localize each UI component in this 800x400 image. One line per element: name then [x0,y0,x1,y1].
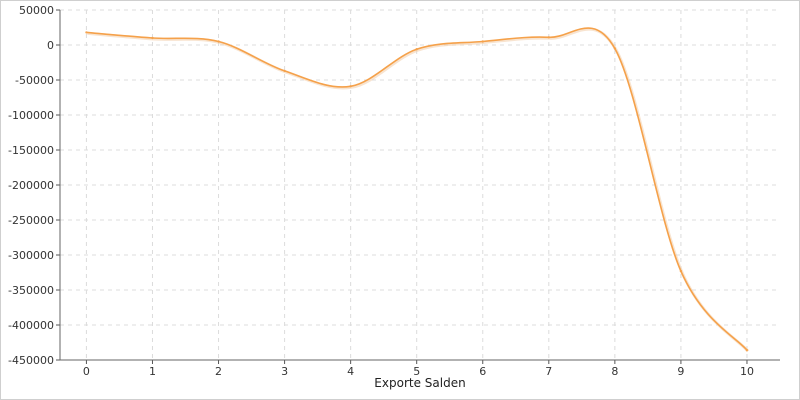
x-tick-label: 2 [215,365,222,378]
data-point [217,40,220,43]
data-point [679,269,683,273]
x-tick-label: 3 [281,365,288,378]
y-tick-label: -100000 [8,109,54,122]
y-tick-label: -50000 [15,74,54,87]
data-point [349,85,352,88]
series-line-shadow [87,27,750,353]
y-tick-label: -300000 [8,249,54,262]
x-tick-label: 7 [545,365,552,378]
data-point [415,48,418,51]
series-lines [85,27,750,353]
grid-lines [60,9,780,361]
y-tick-label: -200000 [8,179,54,192]
x-tick-label: 6 [479,365,486,378]
y-tick-label: -350000 [8,284,54,297]
data-point [481,40,484,43]
series-line [86,27,748,351]
x-axis-title: Exporte Salden [374,376,465,390]
x-tick-label: 0 [83,365,90,378]
x-tick-label: 9 [677,365,684,378]
x-tick-label: 10 [740,365,754,378]
data-point [85,31,88,34]
y-tick-label: -150000 [8,144,54,157]
data-point [283,69,286,73]
data-point [613,47,617,50]
x-tick-label: 8 [611,365,618,378]
x-tick-label: 1 [149,365,156,378]
x-tick-label: 4 [347,365,354,378]
y-tick-label: -250000 [8,214,54,227]
data-point [151,36,154,40]
y-tick-label: 50000 [19,4,54,17]
data-point [547,36,551,39]
x-tick-label: 5 [413,365,420,378]
y-tick-label: -400000 [8,319,54,332]
axes [56,9,780,364]
y-tick-label: 0 [47,39,54,52]
data-point [745,349,749,352]
y-tick-label: -450000 [8,354,54,367]
tick-labels: 50000 0 -50000 -100000 -150000 -200000 -250000… [8,4,754,378]
